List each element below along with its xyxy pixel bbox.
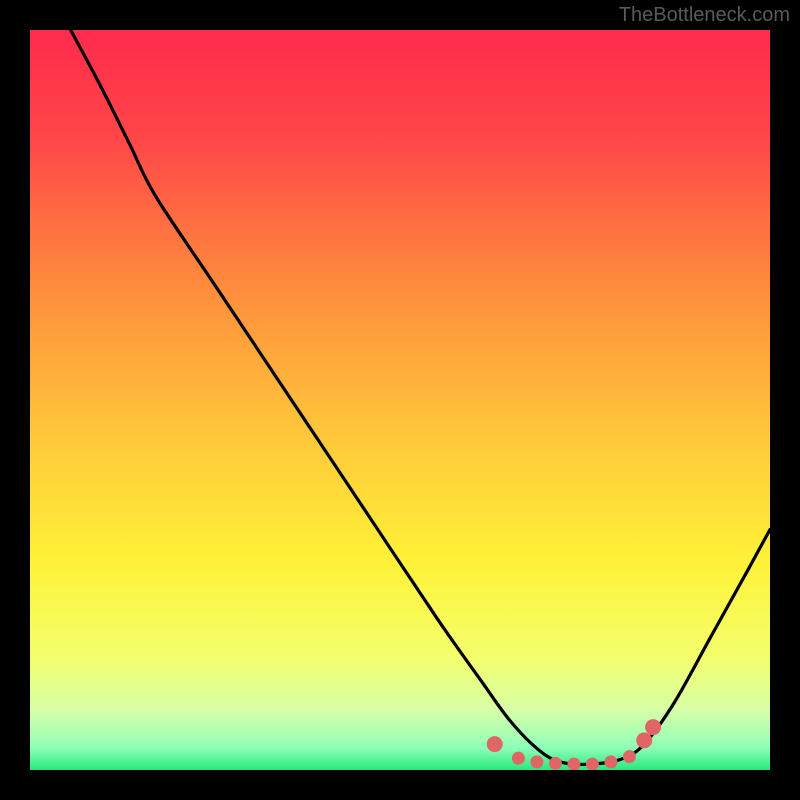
chart-area (30, 30, 770, 770)
marker-point (530, 755, 543, 768)
marker-point (645, 719, 661, 735)
marker-point (586, 758, 599, 770)
chart-background (30, 30, 770, 770)
marker-point (604, 755, 617, 768)
marker-point (487, 736, 503, 752)
marker-point (512, 752, 525, 765)
marker-point (623, 750, 636, 763)
marker-point (549, 757, 562, 770)
attribution-text: TheBottleneck.com (619, 4, 790, 27)
marker-point (567, 758, 580, 770)
marker-point (636, 732, 652, 748)
chart-svg (30, 30, 770, 770)
